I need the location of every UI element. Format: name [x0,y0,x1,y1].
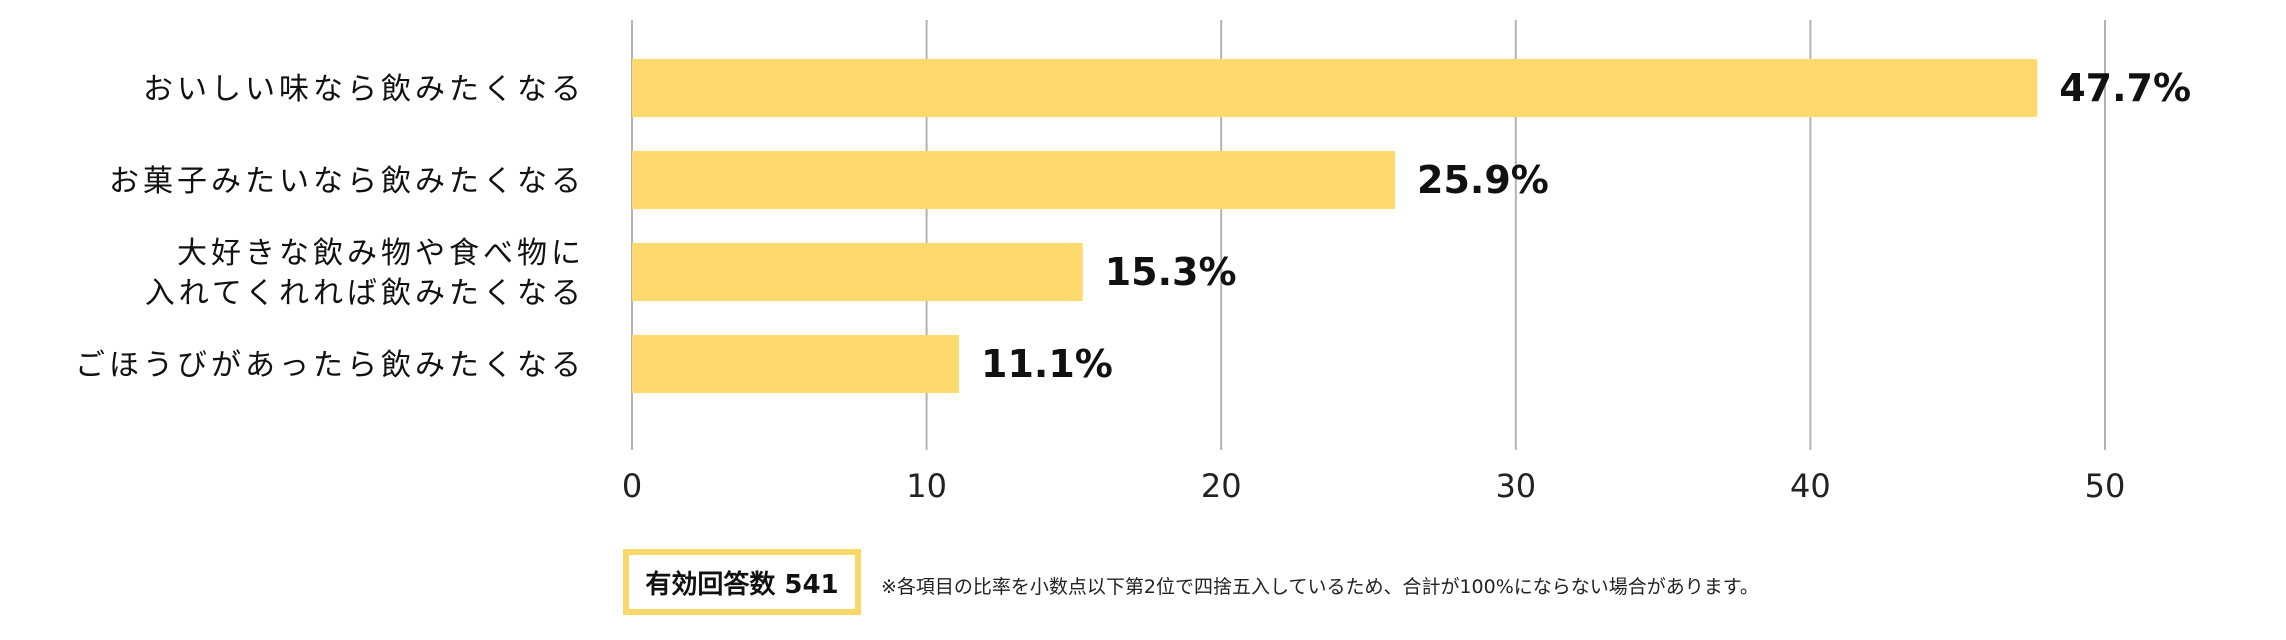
x-tick-label: 10 [906,467,947,505]
bar-value-label: 11.1% [981,342,1113,386]
category-label: 大好きな飲み物や食べ物に [177,236,585,271]
respondent-count-badge: 有効回答数 541 [623,549,861,615]
category-label: お菓子みたいなら飲みたくなる [109,164,585,199]
bar-value-label: 25.9% [1417,158,1549,202]
respondent-count-label: 有効回答数 541 [645,569,839,600]
bar [632,243,1083,301]
x-tick-label: 0 [622,467,642,505]
bars [632,59,2038,393]
x-tick-label: 40 [1790,467,1831,505]
bar [632,335,960,393]
category-label: おいしい味なら飲みたくなる [143,72,585,107]
bar-value-label: 15.3% [1105,250,1237,294]
x-tick-labels: 0 10 20 30 40 50 [622,467,2126,505]
value-labels: 47.7% 25.9% 15.3% 11.1% [981,66,2191,386]
category-label: ごほうびがあったら飲みたくなる [75,348,585,383]
category-label: 入れてくれれば飲みたくなる [145,276,585,311]
bar [632,59,2038,117]
footnote: ※各項目の比率を小数点以下第2位で四捨五入しているため、合計が100%にならない… [881,576,1759,598]
bar-value-label: 47.7% [2059,66,2191,110]
x-tick-label: 30 [1495,467,1536,505]
category-labels: おいしい味なら飲みたくなるお菓子みたいなら飲みたくなる大好きな飲み物や食べ物に入… [75,72,585,383]
x-tick-label: 20 [1201,467,1242,505]
x-tick-label: 50 [2085,467,2126,505]
bar [632,151,1396,209]
